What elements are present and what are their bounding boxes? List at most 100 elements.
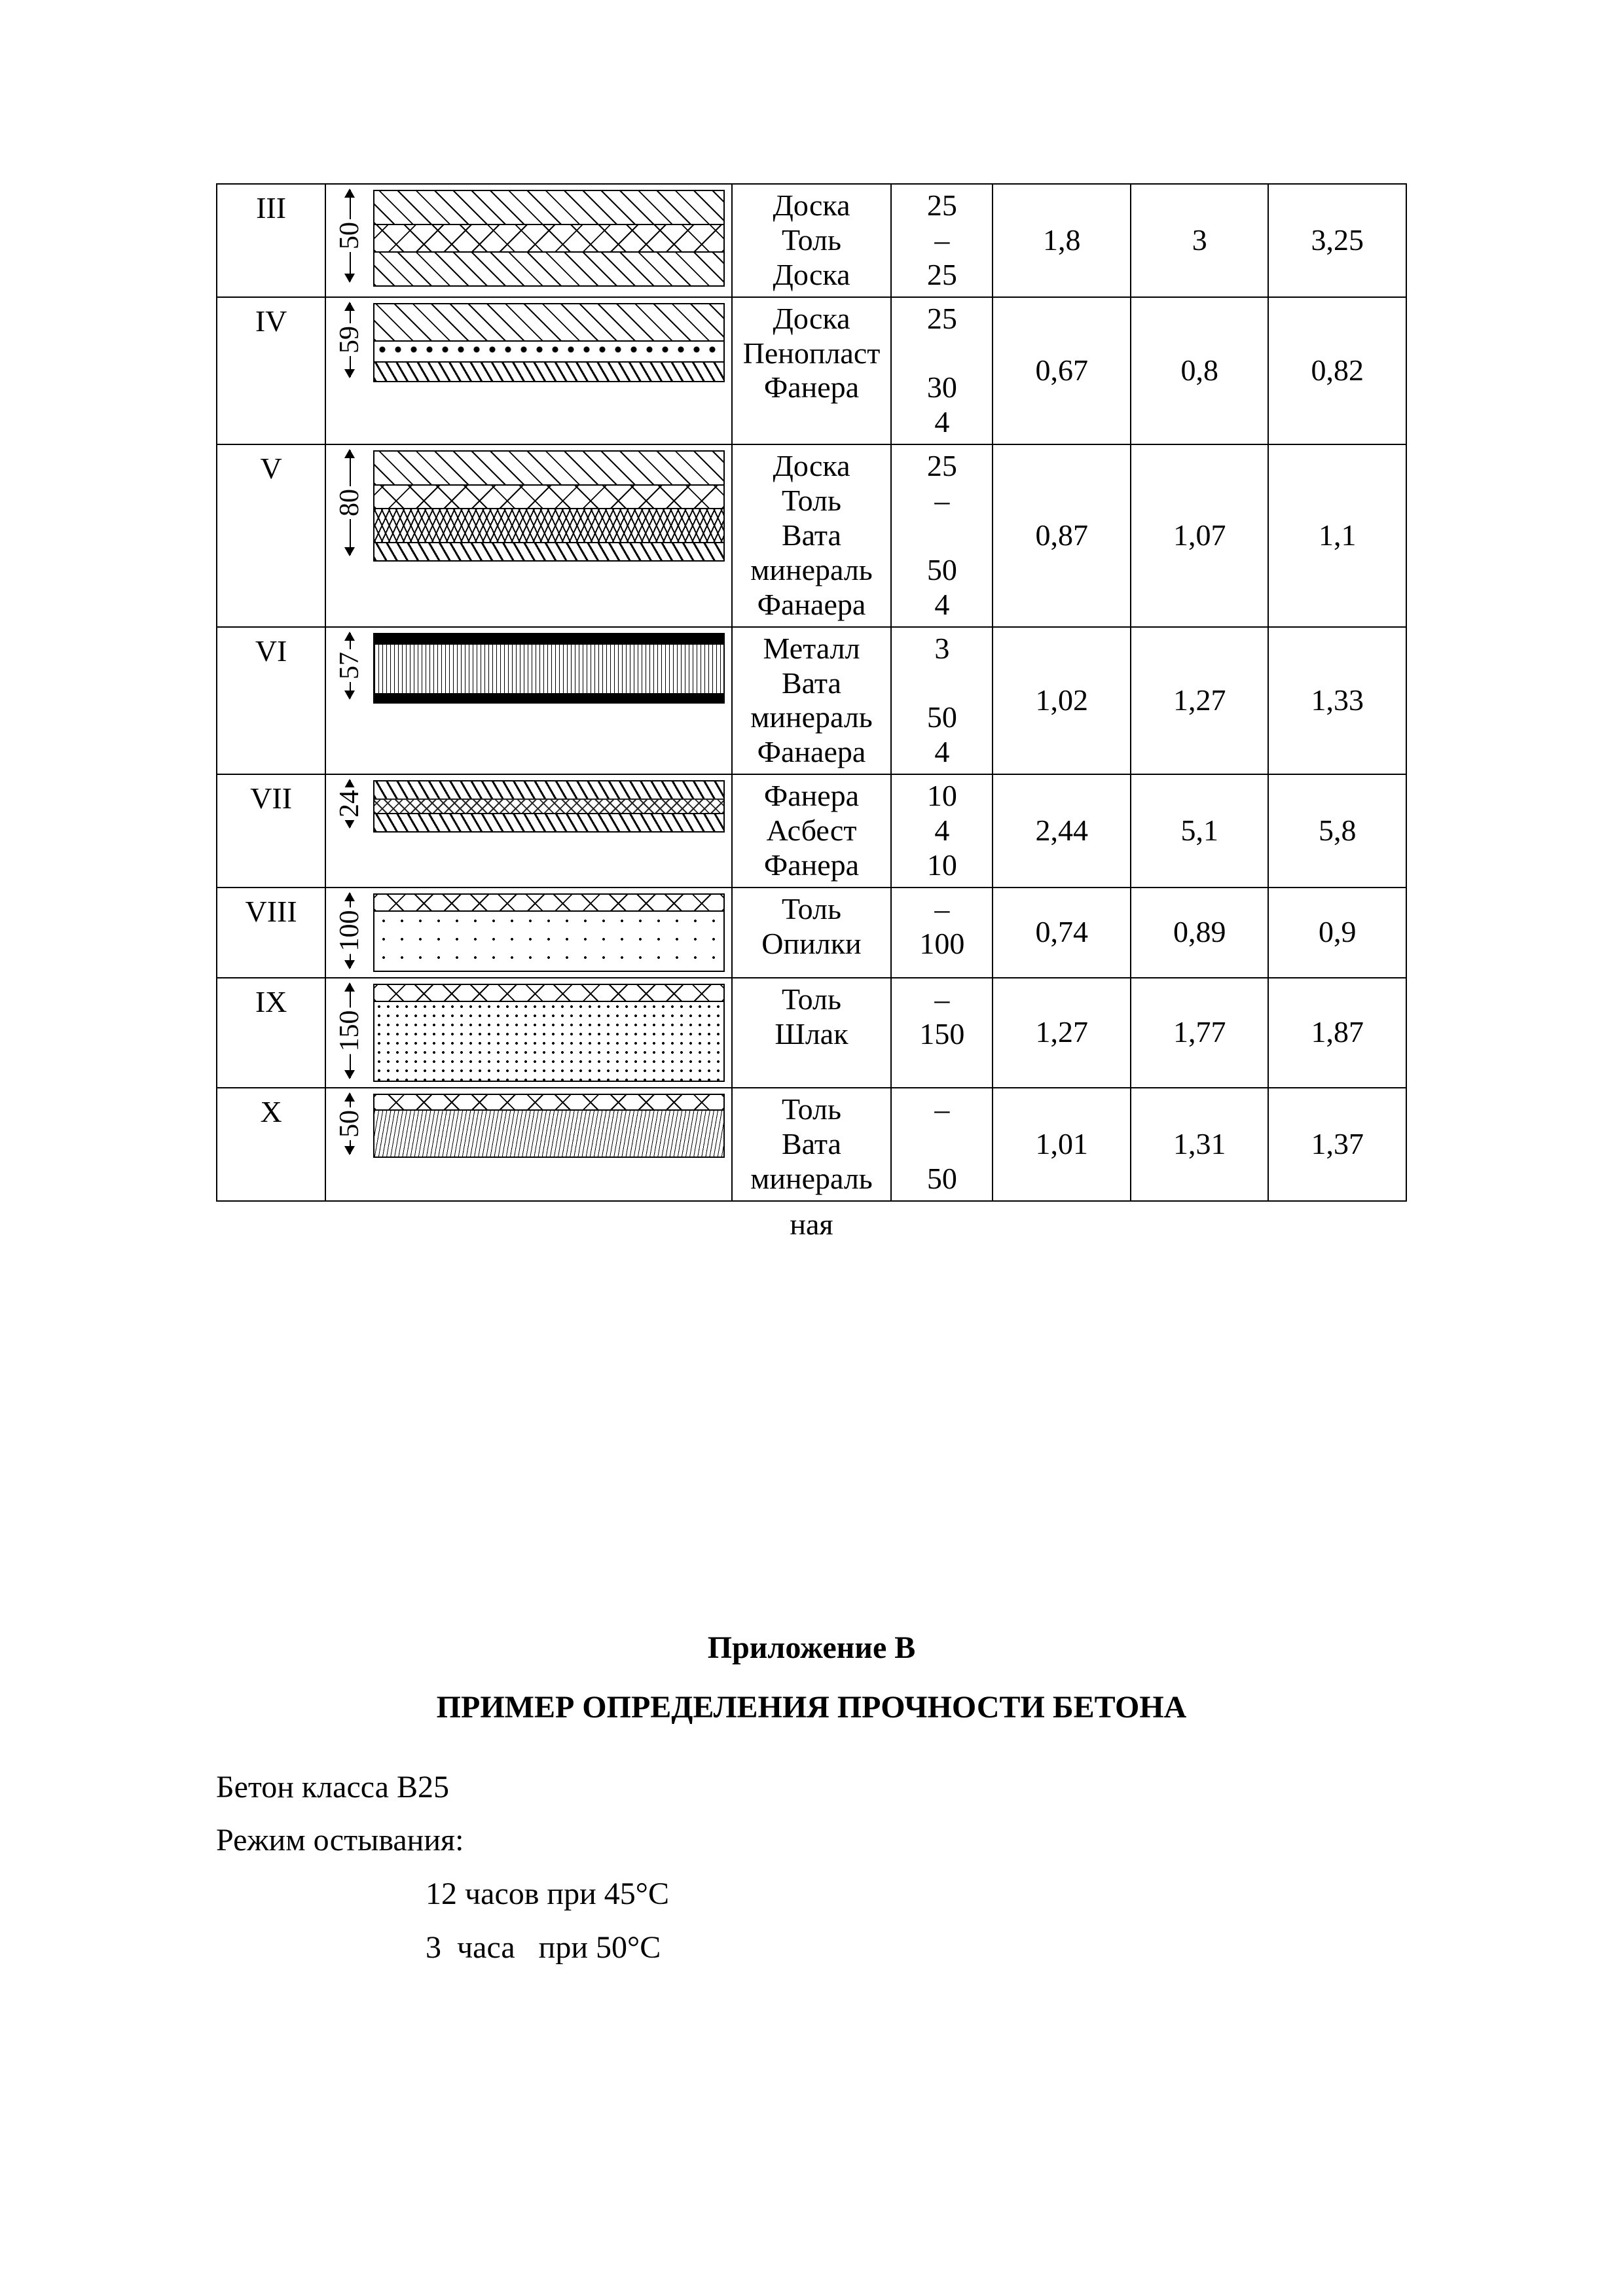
layer — [374, 1001, 723, 1081]
layer — [374, 452, 723, 484]
layer — [374, 304, 723, 340]
row-diagram: 50 — [325, 184, 731, 297]
dimension-label: 50 — [334, 1107, 365, 1140]
row-roman: IV — [217, 297, 325, 445]
row-thickness: –150 — [891, 978, 993, 1088]
row-roman: VIII — [217, 888, 325, 978]
row-diagram: 57 — [325, 627, 731, 775]
row-value: 3 — [1131, 184, 1269, 297]
layer — [374, 693, 723, 702]
row-roman: III — [217, 184, 325, 297]
table-row: III 50 ДоскаТольДоска25–251,833,25 — [217, 184, 1406, 297]
materials-table: III 50 ДоскаТольДоска25–251,833,25 IV 59 Доск… — [216, 183, 1407, 1202]
row-value: 1,87 — [1268, 978, 1406, 1088]
appendix-section: Приложение В ПРИМЕР ОПРЕДЕЛЕНИЯ ПРОЧНОСТ… — [216, 1621, 1407, 1975]
dimension-label: 57 — [334, 649, 365, 682]
layer — [374, 985, 723, 1001]
row-value: 5,8 — [1268, 774, 1406, 888]
dimension-label: 59 — [334, 323, 365, 356]
row-roman: VII — [217, 774, 325, 888]
row-value: 1,02 — [993, 627, 1131, 775]
appendix-subtitle: ПРИМЕР ОПРЕДЕЛЕНИЯ ПРОЧНОСТИ БЕТОНА — [216, 1681, 1407, 1734]
table-row: X 50 ТольВатаминераль– 501,011,311,37 — [217, 1088, 1406, 1201]
layer — [374, 1095, 723, 1109]
appendix-line3: 12 часов при 45°С — [216, 1867, 1407, 1921]
row-value: 1,27 — [993, 978, 1131, 1088]
row-value: 1,77 — [1131, 978, 1269, 1088]
row-materials: ТольВатаминераль — [732, 1088, 892, 1201]
layer — [374, 634, 723, 643]
row-thickness: – 50 — [891, 1088, 993, 1201]
layer — [374, 798, 723, 813]
layer — [374, 191, 723, 224]
row-diagram: 100 — [325, 888, 731, 978]
row-roman: VI — [217, 627, 325, 775]
row-roman: V — [217, 444, 325, 626]
row-thickness: 25– 504 — [891, 444, 993, 626]
layer — [374, 643, 723, 693]
layer — [374, 1109, 723, 1157]
layer — [374, 340, 723, 361]
row-value: 0,87 — [993, 444, 1131, 626]
row-value: 0,8 — [1131, 297, 1269, 445]
row-diagram: 150 — [325, 978, 731, 1088]
row-diagram: 59 — [325, 297, 731, 445]
row-value: 0,9 — [1268, 888, 1406, 978]
table-row: VII 24 ФанераАсбестФанера104102,445,15,8 — [217, 774, 1406, 888]
row-thickness: 25 304 — [891, 297, 993, 445]
layer — [374, 484, 723, 508]
row-thickness: 25–25 — [891, 184, 993, 297]
row-materials: ДоскаПенопластФанера — [732, 297, 892, 445]
layer — [374, 251, 723, 285]
row-thickness: 3 504 — [891, 627, 993, 775]
dimension-label: 80 — [334, 486, 365, 519]
row-diagram: 80 — [325, 444, 731, 626]
appendix-line4: 3 часа при 50°С — [216, 1921, 1407, 1975]
table-row: IX 150 ТольШлак–1501,271,771,87 — [217, 978, 1406, 1088]
row-diagram: 24 — [325, 774, 731, 888]
table-row: VIII 100 ТольОпилки–1000,740,890,9 — [217, 888, 1406, 978]
row-value: 1,07 — [1131, 444, 1269, 626]
layer — [374, 813, 723, 831]
row-value: 1,01 — [993, 1088, 1131, 1201]
row-value: 1,8 — [993, 184, 1131, 297]
row-value: 0,89 — [1131, 888, 1269, 978]
table-row: V 80 ДоскаТольВатаминеральФанаера25– 5040,… — [217, 444, 1406, 626]
row-value: 3,25 — [1268, 184, 1406, 297]
row-value: 0,67 — [993, 297, 1131, 445]
row-roman: X — [217, 1088, 325, 1201]
table-row: IV 59 ДоскаПенопластФанера25 3040,670,80,8… — [217, 297, 1406, 445]
row-materials: ТольОпилки — [732, 888, 892, 978]
dimension-label: 24 — [334, 787, 365, 820]
row-materials: МеталлВатаминеральФанаера — [732, 627, 892, 775]
row-materials: ДоскаТольВатаминеральФанаера — [732, 444, 892, 626]
dimension-label: 100 — [334, 907, 365, 954]
layer — [374, 224, 723, 251]
row-value: 0,74 — [993, 888, 1131, 978]
table-row: VI57МеталлВатаминеральФанаера3 5041,021,… — [217, 627, 1406, 775]
row-thickness: 10410 — [891, 774, 993, 888]
underhang-text: ная — [216, 1207, 1407, 1242]
appendix-line2: Режим остывания: — [216, 1814, 1407, 1867]
row-materials: ДоскаТольДоска — [732, 184, 892, 297]
row-materials: ТольШлак — [732, 978, 892, 1088]
layer — [374, 781, 723, 798]
layer — [374, 508, 723, 542]
layer — [374, 895, 723, 910]
appendix-title: Приложение В — [216, 1621, 1407, 1675]
row-thickness: –100 — [891, 888, 993, 978]
dimension-label: 150 — [334, 1007, 365, 1054]
dimension-label: 50 — [334, 219, 365, 252]
layer — [374, 910, 723, 971]
row-value: 1,1 — [1268, 444, 1406, 626]
row-materials: ФанераАсбестФанера — [732, 774, 892, 888]
row-value: 5,1 — [1131, 774, 1269, 888]
row-value: 1,37 — [1268, 1088, 1406, 1201]
row-value: 1,31 — [1131, 1088, 1269, 1201]
layer — [374, 542, 723, 560]
appendix-line1: Бетон класса В25 — [216, 1761, 1407, 1814]
row-roman: IX — [217, 978, 325, 1088]
layer — [374, 361, 723, 381]
row-value: 0,82 — [1268, 297, 1406, 445]
row-value: 2,44 — [993, 774, 1131, 888]
